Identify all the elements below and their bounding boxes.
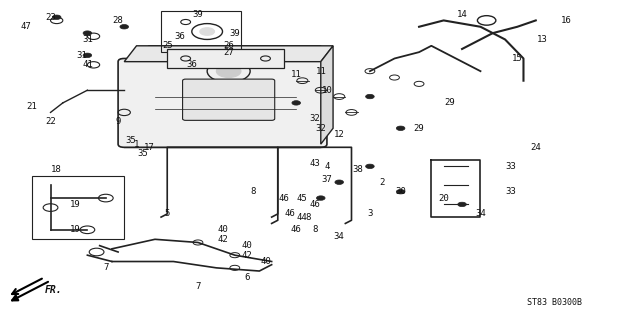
- Text: 2: 2: [379, 178, 385, 187]
- Text: 37: 37: [321, 174, 333, 184]
- Circle shape: [200, 28, 215, 35]
- Text: 27: 27: [223, 48, 234, 57]
- Text: 42: 42: [242, 251, 252, 260]
- Text: 28: 28: [113, 16, 123, 25]
- Text: 40: 40: [217, 225, 228, 234]
- Text: 1: 1: [134, 140, 139, 148]
- Text: 24: 24: [531, 143, 541, 152]
- Text: 46: 46: [291, 225, 302, 234]
- FancyBboxPatch shape: [183, 79, 275, 120]
- Text: 26: 26: [223, 41, 234, 50]
- Text: 13: 13: [537, 35, 547, 44]
- Polygon shape: [124, 46, 333, 62]
- Text: 42: 42: [217, 235, 228, 244]
- FancyBboxPatch shape: [118, 59, 327, 147]
- Circle shape: [366, 164, 375, 169]
- Bar: [32, 176, 124, 239]
- Circle shape: [83, 31, 92, 35]
- Circle shape: [396, 126, 405, 131]
- Text: 36: 36: [186, 60, 197, 69]
- Text: 16: 16: [561, 16, 572, 25]
- Text: 21: 21: [27, 101, 38, 111]
- Bar: [161, 11, 241, 52]
- Text: 46: 46: [278, 194, 289, 203]
- Text: 35: 35: [125, 136, 136, 146]
- Text: 45: 45: [297, 194, 308, 203]
- Text: 8: 8: [251, 187, 256, 196]
- Text: 23: 23: [45, 13, 56, 22]
- Text: 5: 5: [165, 209, 170, 219]
- Polygon shape: [321, 46, 333, 144]
- Text: 40: 40: [242, 241, 252, 250]
- Text: 39: 39: [193, 10, 204, 19]
- Text: 29: 29: [444, 99, 455, 108]
- Text: 32: 32: [309, 114, 320, 123]
- Circle shape: [52, 15, 61, 20]
- Text: 33: 33: [506, 187, 516, 196]
- Text: 31: 31: [82, 35, 93, 44]
- Text: 18: 18: [51, 165, 62, 174]
- Text: 22: 22: [45, 117, 56, 126]
- Text: 30: 30: [395, 187, 406, 196]
- Text: 19: 19: [70, 225, 80, 234]
- Text: 11: 11: [315, 67, 326, 76]
- Text: 12: 12: [334, 130, 344, 139]
- Polygon shape: [167, 49, 284, 68]
- Text: 44: 44: [297, 212, 308, 221]
- Text: 9: 9: [115, 117, 121, 126]
- Text: 31: 31: [76, 51, 86, 60]
- Text: 39: 39: [230, 28, 240, 38]
- Text: 10: 10: [321, 86, 333, 95]
- Text: 17: 17: [143, 143, 154, 152]
- Circle shape: [120, 25, 128, 29]
- Text: 34: 34: [475, 209, 486, 219]
- Text: 11: 11: [291, 70, 302, 79]
- Text: 35: 35: [138, 149, 148, 158]
- Text: 41: 41: [82, 60, 93, 69]
- Text: 15: 15: [512, 54, 523, 63]
- Text: 8: 8: [306, 212, 311, 221]
- Text: 8: 8: [312, 225, 317, 234]
- Text: 40: 40: [260, 257, 271, 266]
- Text: 3: 3: [367, 209, 373, 219]
- Text: 4: 4: [325, 162, 329, 171]
- Text: 46: 46: [309, 200, 320, 209]
- Text: 19: 19: [70, 200, 80, 209]
- Text: 20: 20: [438, 194, 449, 203]
- Text: 32: 32: [315, 124, 326, 133]
- Text: 33: 33: [506, 162, 516, 171]
- Circle shape: [458, 202, 466, 207]
- Text: 43: 43: [309, 159, 320, 168]
- Text: 46: 46: [284, 209, 296, 219]
- Text: 38: 38: [352, 165, 363, 174]
- Text: 34: 34: [334, 232, 344, 241]
- Circle shape: [366, 94, 375, 99]
- Circle shape: [396, 189, 405, 194]
- Circle shape: [83, 53, 92, 58]
- Text: ST83 B0300B: ST83 B0300B: [527, 298, 582, 307]
- Circle shape: [335, 180, 344, 184]
- Circle shape: [217, 65, 241, 77]
- Circle shape: [292, 101, 300, 105]
- Text: 29: 29: [413, 124, 424, 133]
- Text: 7: 7: [103, 263, 109, 272]
- Text: 47: 47: [20, 22, 31, 31]
- Text: 14: 14: [457, 10, 468, 19]
- Text: 25: 25: [162, 41, 173, 50]
- Text: 36: 36: [174, 32, 185, 41]
- Text: FR.: FR.: [44, 285, 62, 295]
- Text: 7: 7: [195, 282, 201, 292]
- Circle shape: [317, 196, 325, 200]
- Text: 6: 6: [244, 273, 250, 282]
